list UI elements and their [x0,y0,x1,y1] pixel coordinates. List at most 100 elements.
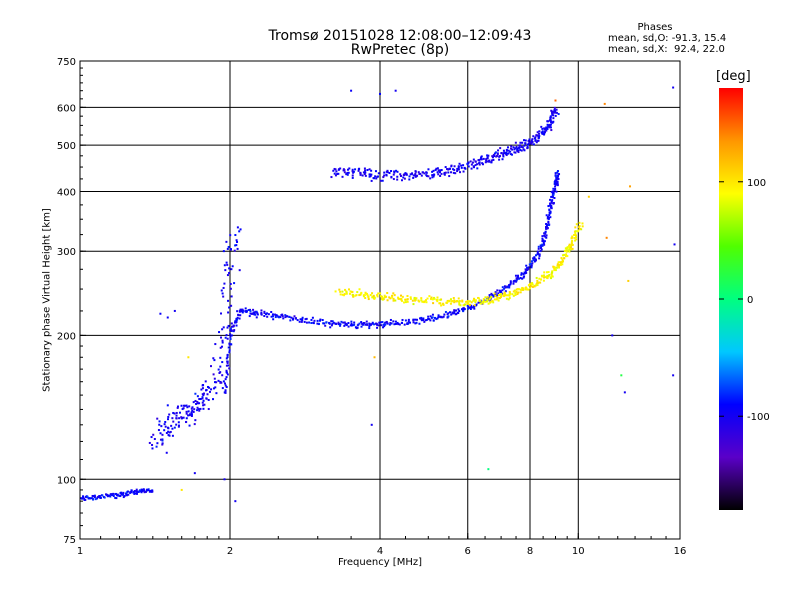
data-point [474,164,477,167]
data-point [301,319,304,322]
data-point [127,493,130,496]
data-point [509,153,512,156]
data-point [374,175,377,178]
data-point [551,121,554,124]
data-point [365,320,368,323]
data-point [317,322,320,325]
data-point [477,301,480,304]
data-point [226,274,229,277]
data-point [521,141,524,144]
data-point [219,371,222,374]
data-point [543,276,546,279]
data-point [425,318,428,321]
data-point [564,255,567,258]
data-point [348,167,351,170]
data-point [339,167,342,170]
data-point [351,294,354,297]
colorbar-tick-label: 0 [747,295,753,306]
data-point [388,172,391,175]
data-point [114,496,117,499]
data-point [413,297,416,300]
data-point [358,294,361,297]
data-point [235,317,238,320]
data-point [382,298,385,301]
data-point [539,281,542,284]
data-point [400,179,403,182]
data-point [337,172,340,175]
data-point [365,292,368,295]
data-point [178,417,181,420]
data-point [482,302,485,305]
data-point [455,299,458,302]
data-point [260,309,263,312]
data-point [319,319,322,322]
data-point [166,316,169,319]
data-point [523,149,526,152]
data-point [194,399,197,402]
data-point [487,298,490,301]
data-point [541,275,544,278]
data-point [543,243,546,246]
data-point [397,296,400,299]
data-point [541,243,544,246]
data-point [310,321,313,324]
data-point [224,336,227,339]
data-point [436,300,439,303]
data-point [457,297,460,300]
data-point [351,168,354,171]
data-point [107,494,110,497]
data-point [342,321,345,324]
data-point [225,240,228,243]
data-point [504,294,507,297]
data-point [347,325,350,328]
data-point [321,319,324,322]
x-axis-label: Frequency [MHz] [337,557,423,568]
data-point [407,320,410,323]
data-point [142,489,145,492]
data-point [505,151,508,154]
data-point [529,262,532,265]
data-point [94,498,97,501]
phase-stat-x: mean, sd,X: 92.4, 22.0 [608,44,725,55]
data-point [236,316,239,319]
data-point [367,295,370,298]
data-point [406,300,409,303]
data-point [116,493,119,496]
data-point [546,127,549,130]
data-point [377,172,380,175]
data-point [267,313,270,316]
data-point [347,322,350,325]
data-point [414,318,417,321]
data-point [528,287,531,290]
data-point [548,214,551,217]
data-point [399,298,402,301]
data-point [518,144,521,147]
data-point [448,300,451,303]
data-point [673,243,676,246]
data-point [219,356,222,359]
data-point [542,240,545,243]
data-point [171,417,174,420]
data-point [443,313,446,316]
data-point [187,410,190,413]
data-point [229,287,232,290]
data-point [222,380,225,383]
data-point [265,312,268,315]
data-point [513,289,516,292]
data-point [420,297,423,300]
data-point [125,492,128,495]
data-point [379,179,382,182]
data-point [376,175,379,178]
data-point [161,439,164,442]
data-point [378,321,381,324]
data-point [354,168,357,171]
data-point [404,172,407,175]
data-point [178,411,181,414]
data-point [521,287,524,290]
data-point [512,282,515,285]
data-point [84,498,87,501]
data-point [514,151,517,154]
data-point [217,379,220,382]
data-point [428,295,431,298]
data-point [249,310,252,313]
